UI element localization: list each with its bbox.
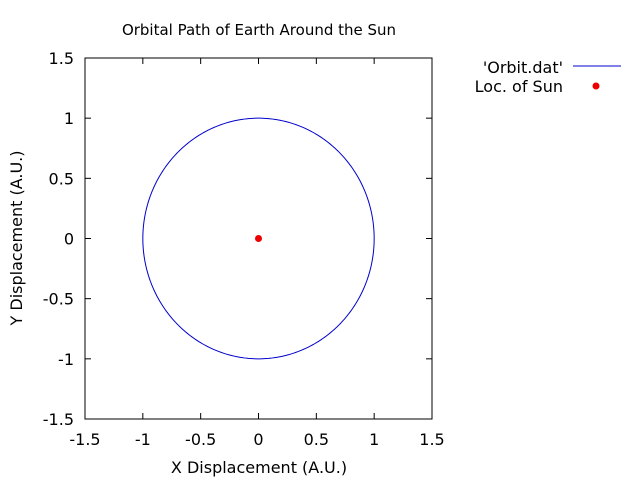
legend-label-orbit: 'Orbit.dat' xyxy=(483,58,563,77)
y-tick-label: 0 xyxy=(64,230,74,249)
x-axis-label: X Displacement (A.U.) xyxy=(171,458,347,477)
series-layer xyxy=(142,117,375,360)
x-tick-label: 1 xyxy=(369,430,379,449)
sun-point xyxy=(255,235,262,242)
axis-ticks xyxy=(84,57,433,420)
legend-label-sun: Loc. of Sun xyxy=(475,77,563,96)
legend-swatch-sun xyxy=(592,82,600,90)
y-tick-label: -0.5 xyxy=(43,290,74,309)
x-tick-label: -1 xyxy=(135,430,151,449)
x-tick-label: 1.5 xyxy=(419,430,444,449)
y-tick-label: 1 xyxy=(64,109,74,128)
chart-title: Orbital Path of Earth Around the Sun xyxy=(122,21,396,39)
x-tick-label: 0 xyxy=(253,430,263,449)
y-tick-label: 1.5 xyxy=(49,49,74,68)
legend: 'Orbit.dat' Loc. of Sun xyxy=(475,58,621,96)
y-axis-label: Y Displacement (A.U.) xyxy=(7,151,26,327)
x-tick-label: 0.5 xyxy=(304,430,329,449)
tick-labels: -1.5 -1 -0.5 0 0.5 1 1.5 -1.5 -1 -0.5 0 0.5 1 1.5 xyxy=(43,49,445,449)
y-tick-label: -1 xyxy=(58,350,74,369)
y-tick-label: -1.5 xyxy=(43,410,74,429)
y-tick-label: 0.5 xyxy=(49,169,74,188)
x-tick-label: -1.5 xyxy=(69,430,100,449)
x-tick-label: -0.5 xyxy=(185,430,216,449)
orbit-line xyxy=(142,117,375,360)
